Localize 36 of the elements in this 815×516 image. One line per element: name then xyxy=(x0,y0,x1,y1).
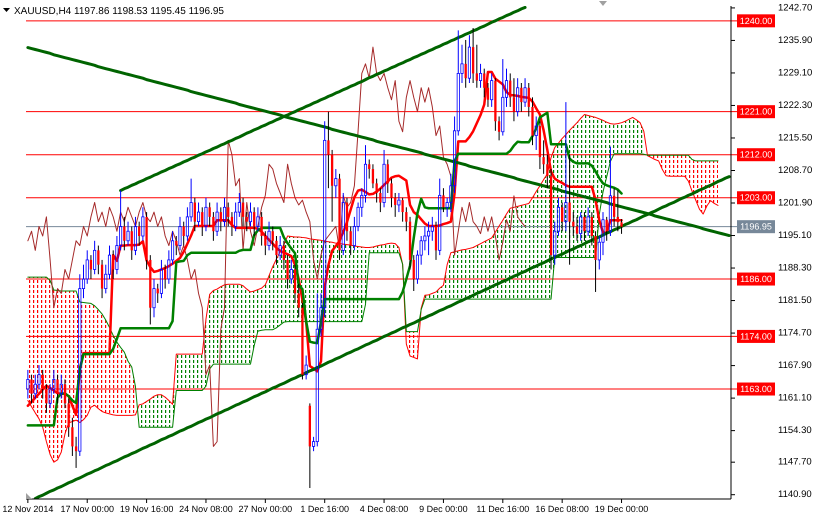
x-tick-label: 27 Nov 00:00 xyxy=(238,504,292,514)
y-tick-label: 1188.30 xyxy=(778,262,812,274)
y-tick-label: 1208.70 xyxy=(778,164,812,176)
x-tick-label: 9 Dec 00:00 xyxy=(419,504,468,514)
x-tick-label: 19 Nov 16:00 xyxy=(120,504,174,514)
x-tick-label: 4 Dec 08:00 xyxy=(360,504,408,514)
x-tick-label: 12 Nov 2014 xyxy=(2,504,54,514)
y-tick-label: 1140.90 xyxy=(778,489,812,500)
chart-title: XAUUSD,H4 1197.86 1198.53 1195.45 1196.95 xyxy=(14,6,224,17)
y-tick-label: 1147.70 xyxy=(778,456,812,468)
y-tick-label: 1201.90 xyxy=(778,198,812,209)
y-tick-label: 1222.30 xyxy=(778,100,812,111)
x-tick-label: 1 Dec 16:00 xyxy=(300,504,349,514)
ref-line-label: 1163.00 xyxy=(740,384,772,394)
ref-line-label: 1221.00 xyxy=(740,106,772,117)
ref-line-label: 1186.00 xyxy=(740,274,772,284)
y-tick-label: 1154.30 xyxy=(778,425,812,436)
ref-line-label: 1240.00 xyxy=(740,16,772,26)
y-tick-label: 1229.10 xyxy=(778,67,812,78)
y-tick-label: 1174.70 xyxy=(778,328,812,339)
ref-line-label: 1196.95 xyxy=(740,222,772,232)
x-tick-label: 11 Dec 16:00 xyxy=(476,504,530,514)
y-tick-label: 1161.10 xyxy=(778,392,812,404)
y-tick-label: 1167.90 xyxy=(778,360,812,372)
y-tick-label: 1195.10 xyxy=(778,230,812,242)
ref-line-label: 1212.00 xyxy=(740,150,772,160)
x-tick-label: 24 Nov 08:00 xyxy=(179,504,233,514)
x-tick-label: 16 Dec 08:00 xyxy=(535,504,589,514)
x-tick-label: 19 Dec 00:00 xyxy=(594,504,648,514)
y-tick-label: 1181.50 xyxy=(778,295,812,306)
y-tick-label: 1215.50 xyxy=(778,132,812,144)
y-tick-label: 1242.70 xyxy=(778,2,812,14)
x-tick-label: 17 Nov 00:00 xyxy=(60,504,114,514)
y-tick-label: 1235.90 xyxy=(778,34,812,46)
ref-line-label: 1203.00 xyxy=(740,192,772,203)
ref-line-label: 1174.00 xyxy=(740,331,772,342)
